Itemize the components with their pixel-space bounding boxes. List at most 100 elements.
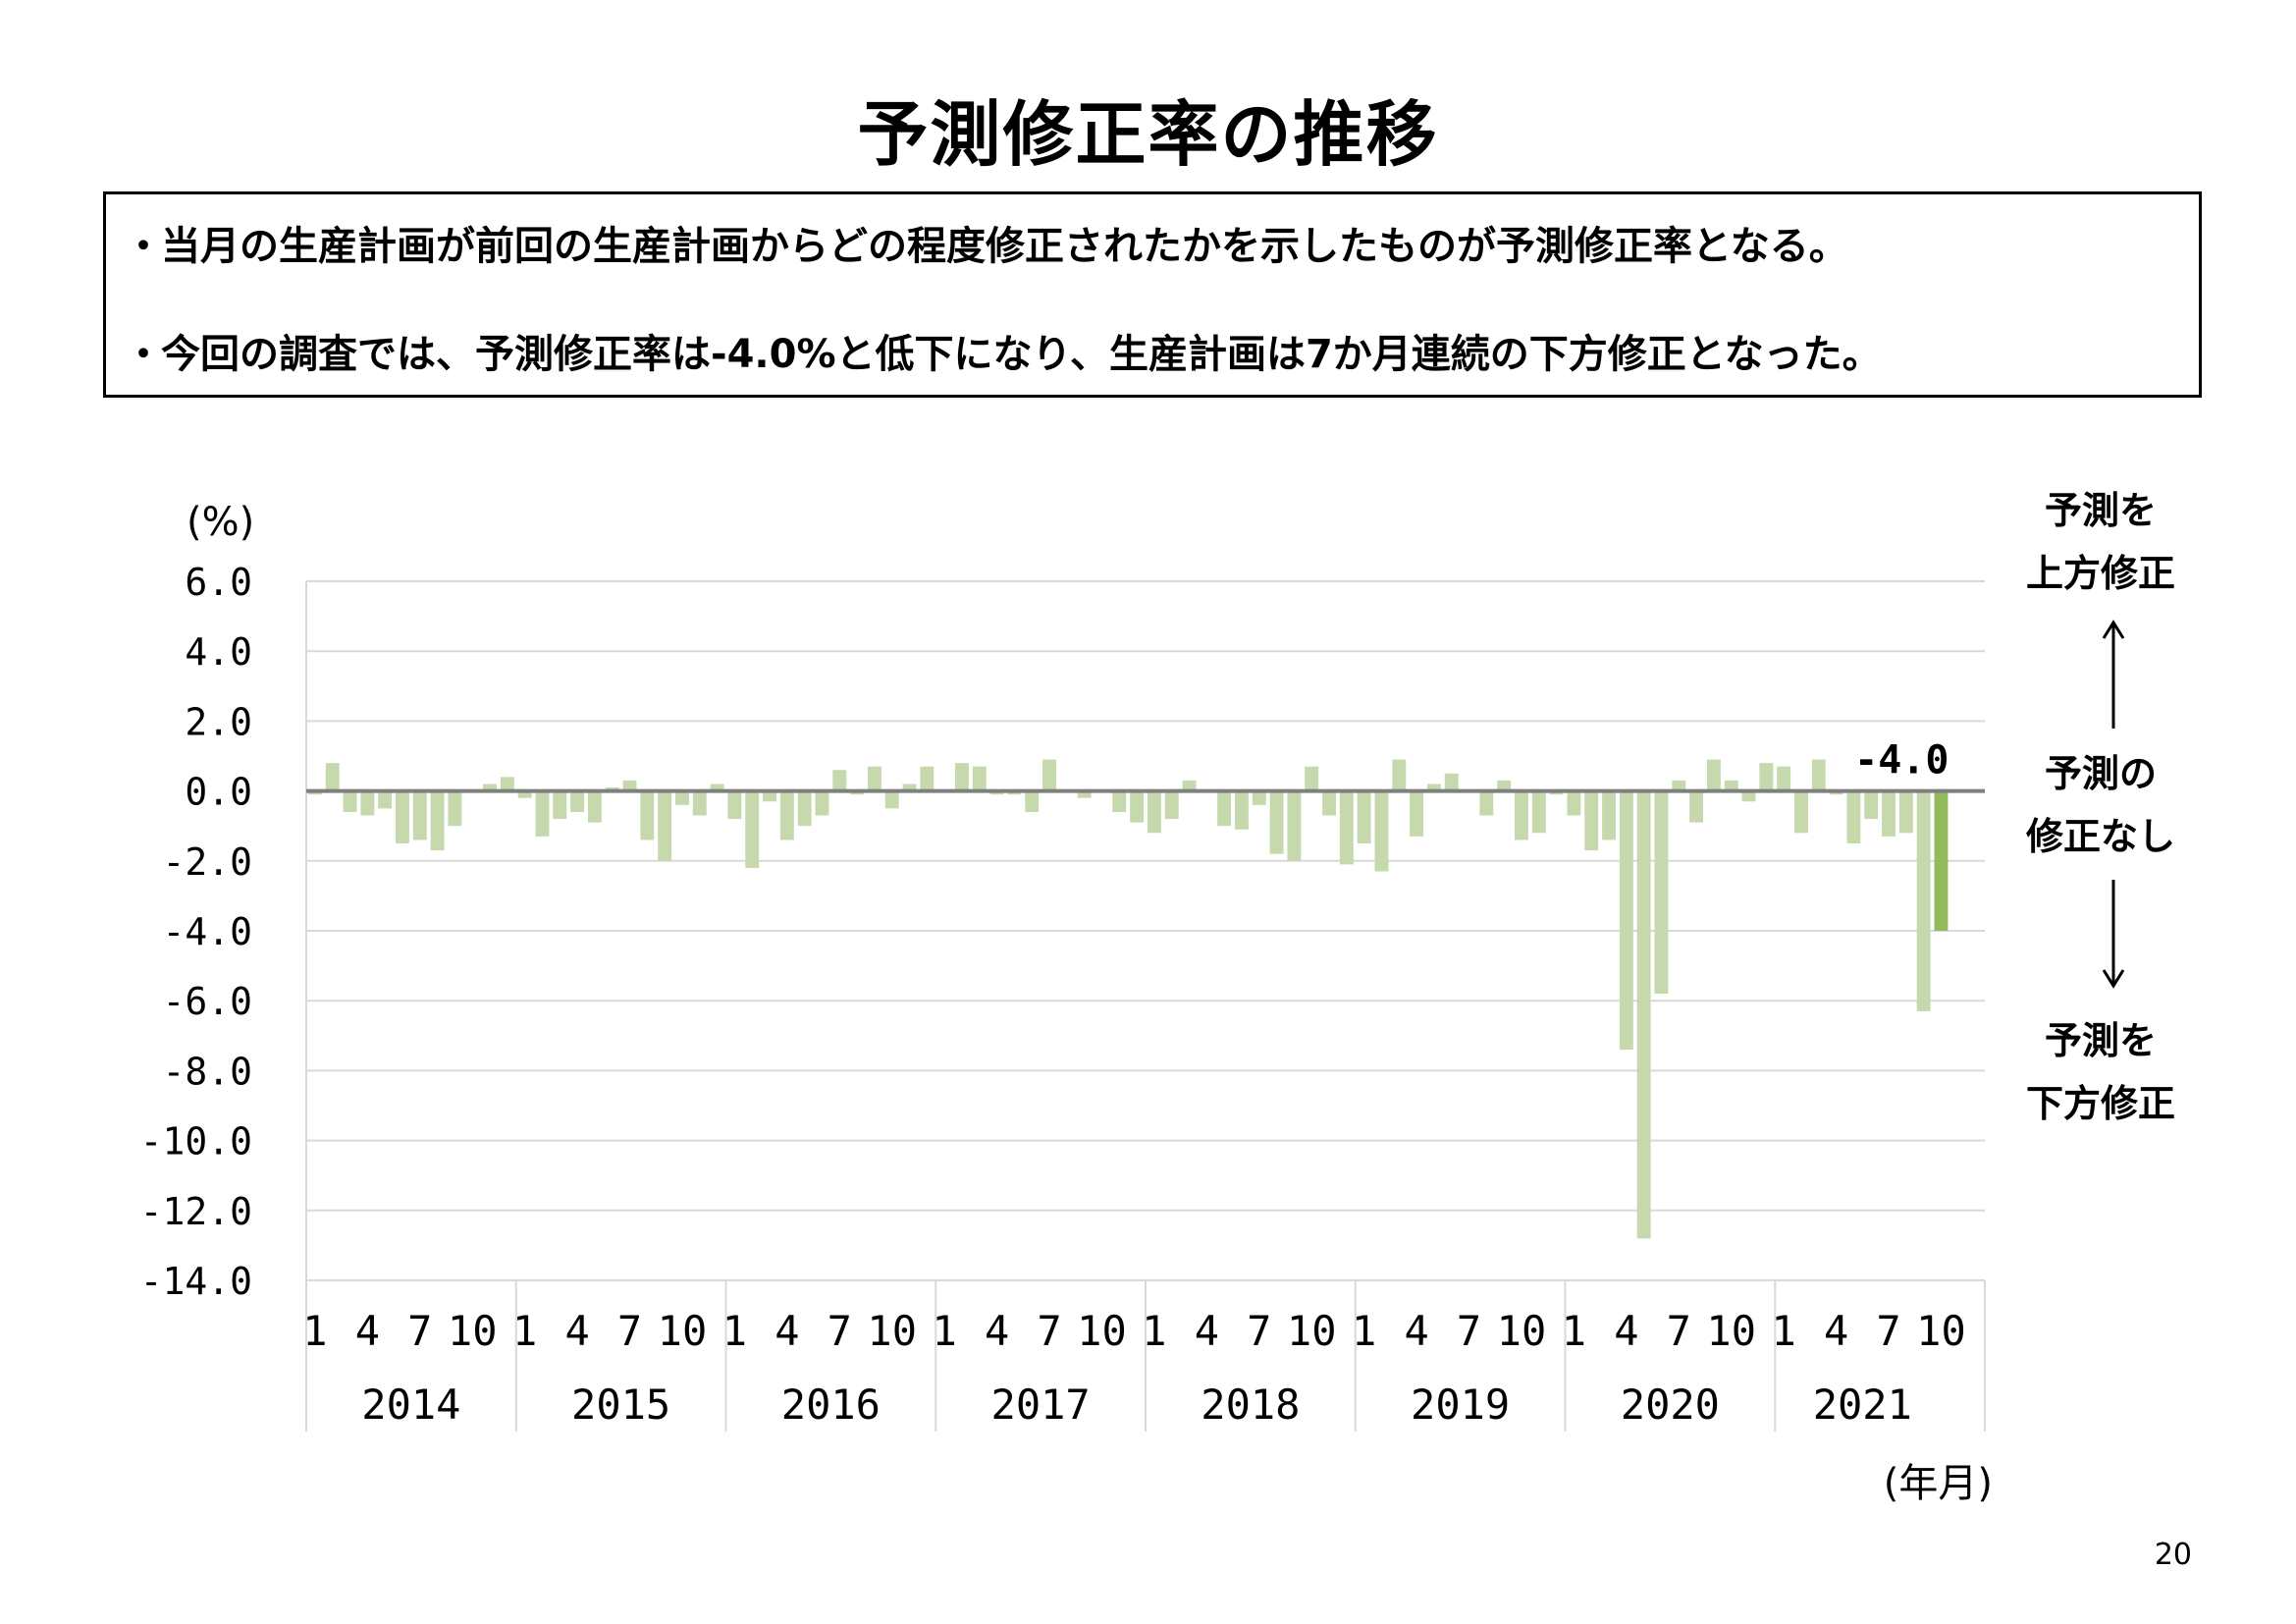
bar (1077, 790, 1092, 798)
bar (1706, 759, 1721, 791)
label-upward-revision: 予測を 上方修正 (2002, 479, 2199, 605)
page-title: 予測修正率の推移 (857, 93, 1439, 176)
bar (412, 790, 427, 840)
bar (1025, 790, 1040, 812)
x-month-label: 1 (302, 1307, 327, 1355)
x-month-label: 1 (1142, 1307, 1166, 1355)
label-no-revision: 予測の 修正なし (2002, 742, 2199, 868)
bar (1322, 790, 1336, 816)
bar (343, 790, 357, 812)
x-month-label: 7 (1457, 1307, 1481, 1355)
bar (1531, 790, 1546, 834)
bar (727, 790, 742, 820)
y-axis-title: (%) (187, 500, 254, 545)
y-tick-label: -2.0 (162, 840, 252, 884)
x-month-label: 4 (1195, 1307, 1219, 1355)
x-year-label: 2019 (1411, 1380, 1510, 1429)
y-tick-label: 0.0 (185, 771, 252, 814)
bar (1444, 773, 1459, 791)
bar (622, 780, 637, 791)
summary-note-1-text: 当月の生産計画が前回の生産計画からどの程度修正されたかを示したものが予測修正率と… (161, 224, 1848, 269)
bar (1426, 784, 1441, 791)
bar (1339, 790, 1354, 865)
y-tick-label: -6.0 (162, 980, 252, 1023)
bar (1497, 780, 1512, 791)
y-tick-label: -14.0 (140, 1260, 252, 1303)
bar (448, 790, 462, 827)
x-month-label: 7 (1037, 1307, 1061, 1355)
x-month-label: 10 (658, 1307, 708, 1355)
x-month-label: 4 (985, 1307, 1009, 1355)
bar (1636, 790, 1651, 1239)
bar (763, 790, 776, 802)
bar (1584, 790, 1599, 851)
bullet: ・ (124, 332, 163, 377)
gridlines (306, 580, 1985, 1281)
x-month-label: 1 (722, 1307, 747, 1355)
axis-labels: 6.0 4.0 2.0 0.0 -2.0 -4.0 -6.0 -8.0 -10.0 -12.0 -1… (140, 500, 1993, 1506)
bullet: ・ (124, 224, 163, 269)
bar (1794, 790, 1808, 834)
x-month-label: 4 (774, 1307, 799, 1355)
bar (553, 790, 567, 820)
x-month-label: 1 (1562, 1307, 1586, 1355)
bar (797, 790, 812, 827)
y-tick-label: -12.0 (140, 1190, 252, 1233)
bar (1305, 766, 1319, 791)
bar (587, 790, 602, 823)
bar (1269, 790, 1284, 854)
bar (955, 763, 969, 791)
bar (675, 790, 689, 805)
x-year-label: 2018 (1201, 1380, 1300, 1429)
bar (1724, 780, 1738, 791)
label-no-revision-text: 予測の 修正なし (2025, 752, 2175, 858)
bar (1479, 790, 1494, 816)
bar (535, 790, 550, 837)
bar (1898, 790, 1913, 834)
bar (1654, 790, 1669, 995)
x-month-label: 1 (933, 1307, 957, 1355)
x-year-label: 2017 (991, 1380, 1091, 1429)
x-axis-title: (年月) (1884, 1461, 1993, 1506)
bar (1217, 790, 1232, 827)
bar (1287, 790, 1302, 861)
bar (1602, 790, 1616, 840)
page-number: 20 (2154, 1538, 2192, 1572)
x-year-label: 2020 (1621, 1380, 1720, 1429)
x-month-label: 7 (828, 1307, 852, 1355)
bar (396, 790, 409, 843)
summary-box: ・当月の生産計画が前回の生産計画からどの程度修正されたかを示したものが予測修正率… (103, 191, 2202, 398)
bar (1777, 766, 1791, 791)
y-tick-label: -4.0 (162, 910, 252, 953)
y-tick-label: 6.0 (185, 561, 252, 604)
x-month-label: 10 (1077, 1307, 1127, 1355)
bar (1882, 790, 1896, 837)
bar (1147, 790, 1161, 834)
bar (1916, 790, 1931, 1011)
down-arrow-icon (2102, 880, 2125, 989)
y-tick-label: -10.0 (140, 1120, 252, 1164)
bar (867, 766, 881, 791)
label-upward-revision-text: 予測を 上方修正 (2025, 489, 2175, 595)
y-tick-label: 2.0 (185, 700, 252, 743)
bar (1567, 790, 1581, 816)
bar (1042, 759, 1056, 791)
bar (1235, 790, 1249, 830)
x-year-label: 2021 (1813, 1380, 1912, 1429)
x-year-label: 2014 (361, 1380, 460, 1429)
x-month-label: 7 (1247, 1307, 1271, 1355)
bar (1112, 790, 1127, 812)
x-year-label: 2015 (571, 1380, 670, 1429)
bar (1741, 790, 1756, 802)
bar (430, 790, 445, 851)
bar (1252, 790, 1266, 805)
up-arrow-icon (2102, 620, 2125, 729)
x-month-label: 10 (448, 1307, 498, 1355)
x-month-label: 1 (512, 1307, 537, 1355)
bar (658, 790, 672, 861)
bar (1374, 790, 1389, 872)
summary-note-2-text: 今回の調査では、予測修正率は-4.0%と低下になり、生産計画は7か月連続の下方修… (161, 332, 1882, 377)
bar (1619, 790, 1633, 1051)
x-month-label: 10 (867, 1307, 917, 1355)
